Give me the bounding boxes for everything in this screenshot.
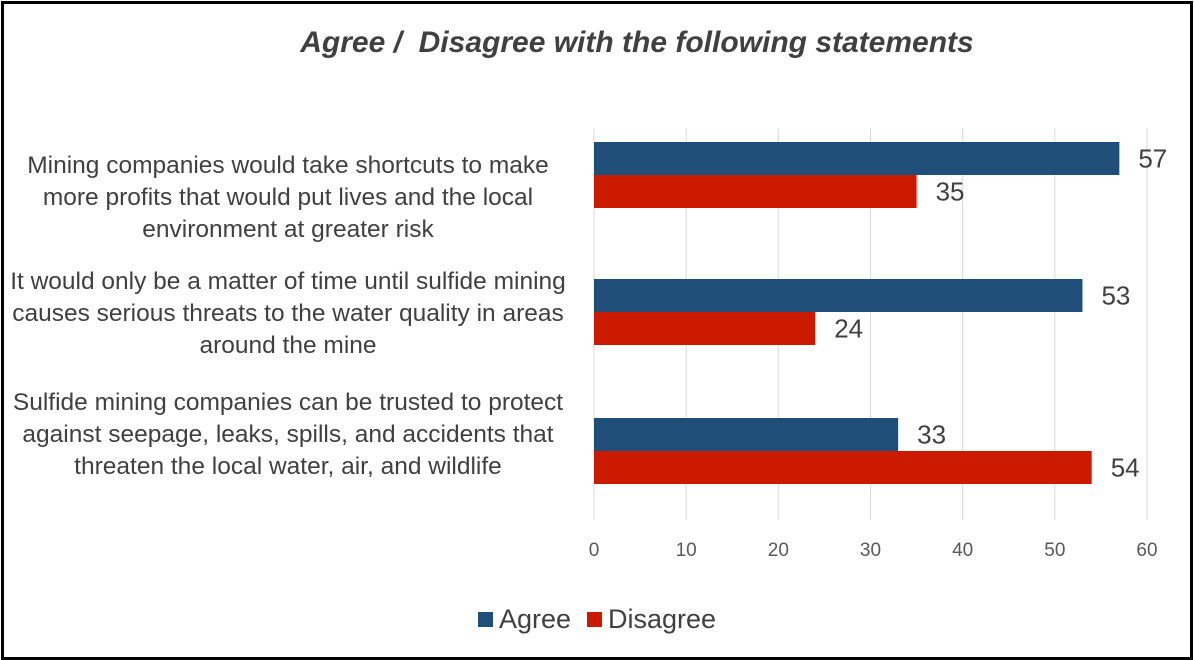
category-label-1: Mining companies would take shortcuts to…	[27, 152, 549, 243]
bar-disagree-1	[594, 175, 917, 208]
data-label: 53	[1101, 281, 1130, 311]
x-tick-label: 0	[589, 540, 600, 561]
legend-item-disagree: Disagree	[587, 604, 716, 635]
x-tick-label: 60	[1136, 540, 1157, 561]
category-label-2: It would only be a matter of time until …	[10, 268, 566, 359]
data-label: 54	[1111, 453, 1140, 483]
legend: Agree Disagree	[0, 604, 1194, 635]
chart-title: Agree / Disagree with the following stat…	[300, 26, 974, 59]
x-tick-label: 50	[1044, 540, 1065, 561]
bar-agree-3	[594, 418, 899, 451]
legend-swatch-agree	[477, 612, 493, 627]
data-label: 24	[834, 314, 863, 344]
bar-agree-2	[594, 279, 1083, 312]
legend-label-agree: Agree	[498, 604, 571, 634]
bar-agree-1	[594, 142, 1120, 175]
data-label: 33	[917, 420, 946, 450]
bar-disagree-3	[594, 451, 1092, 484]
legend-label-disagree: Disagree	[608, 604, 717, 634]
data-label: 35	[936, 177, 965, 207]
x-tick-label: 10	[676, 540, 697, 561]
x-tick-label: 40	[952, 540, 973, 561]
data-label: 57	[1138, 144, 1167, 174]
x-tick-label: 30	[860, 540, 881, 561]
category-label-3: Sulfide mining companies can be trusted …	[12, 389, 564, 480]
bar-disagree-2	[594, 312, 816, 345]
x-tick-label: 20	[768, 540, 789, 561]
legend-swatch-disagree	[587, 612, 602, 627]
legend-item-agree: Agree	[477, 604, 571, 635]
